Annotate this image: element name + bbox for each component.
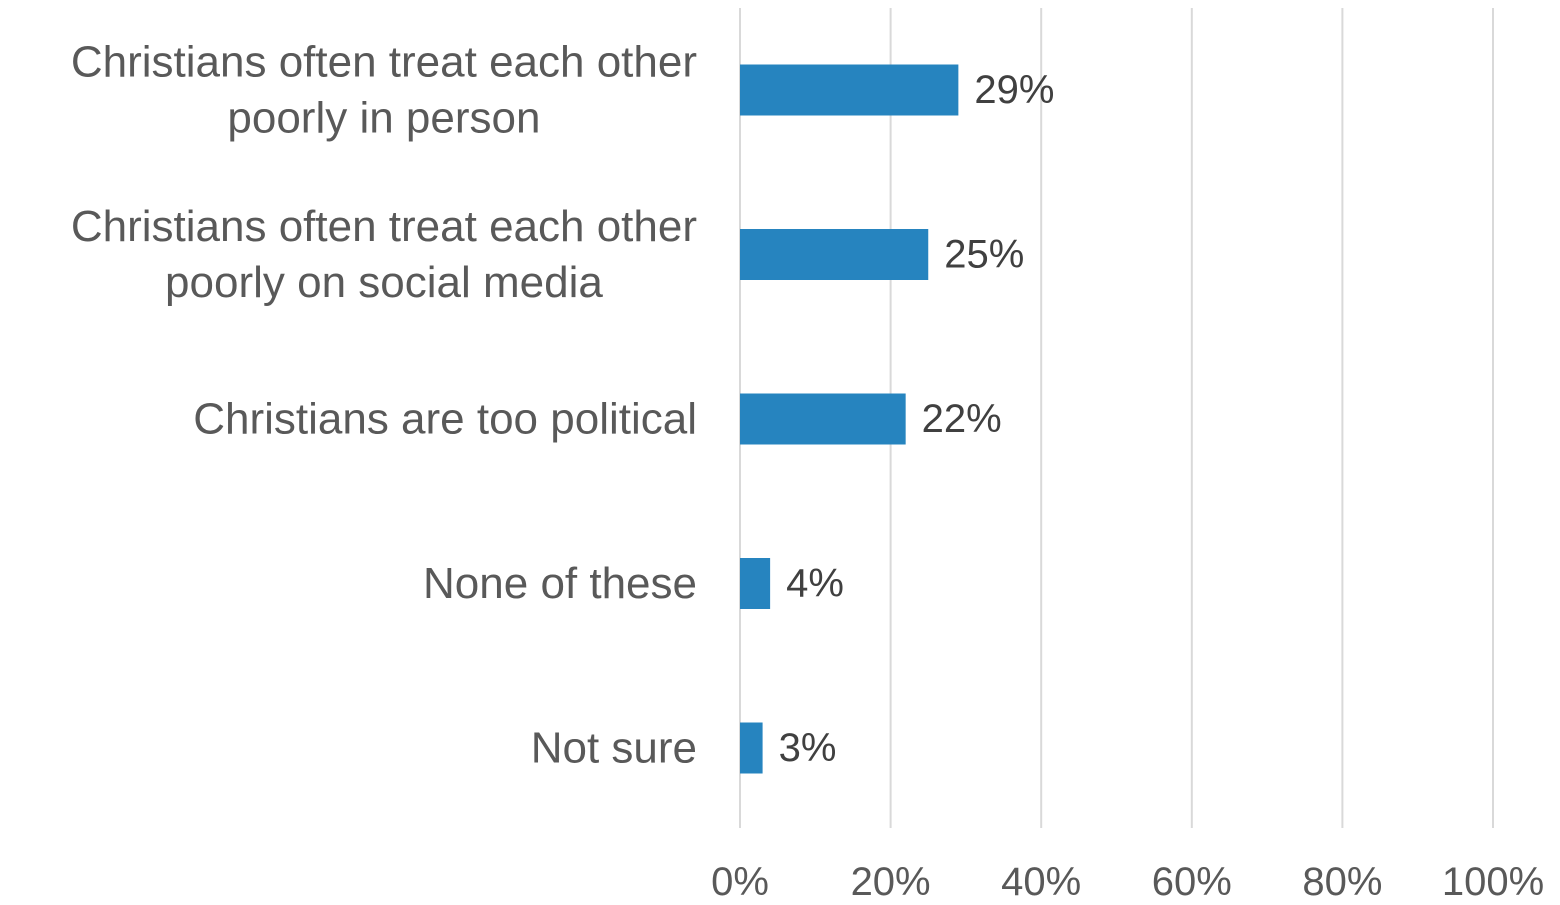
- x-tick-label: 100%: [1442, 860, 1544, 900]
- category-label-line: Not sure: [531, 724, 697, 773]
- x-tick-label: 0%: [711, 860, 769, 900]
- category-label-line: poorly on social media: [165, 258, 603, 307]
- value-label-1: 25%: [944, 233, 1024, 277]
- x-tick-label: 60%: [1152, 860, 1232, 900]
- category-label-1: Christians often treat each other poorly …: [71, 202, 697, 307]
- category-label-0: Christians often treat each other poorly …: [71, 38, 697, 143]
- value-label-3: 4%: [786, 562, 844, 606]
- bar-4: [740, 722, 763, 774]
- x-axis-tick-labels: 0% 20% 40% 60% 80% 100%: [711, 860, 1544, 904]
- value-label-4: 3%: [779, 726, 837, 770]
- value-label-2: 22%: [922, 397, 1002, 441]
- value-labels: 29% 25% 22% 4% 3%: [779, 68, 1055, 770]
- category-labels: Christians often treat each other poorly …: [71, 38, 697, 773]
- category-label-4: Not sure: [531, 724, 697, 773]
- x-tick-label: 40%: [1001, 860, 1081, 900]
- category-label-line: Christians often treat each other: [71, 202, 697, 251]
- x-tick-label: 20%: [851, 860, 931, 900]
- category-label-line: Christians are too political: [193, 395, 697, 444]
- category-label-line: Christians often treat each other: [71, 38, 697, 87]
- bar-0: [740, 64, 959, 116]
- category-label-2: Christians are too political: [193, 395, 697, 444]
- x-tick-label: 80%: [1302, 860, 1382, 900]
- value-label-0: 29%: [974, 68, 1054, 112]
- bar-3: [740, 558, 771, 609]
- category-label-line: None of these: [423, 559, 697, 608]
- bars: [740, 64, 959, 774]
- gridlines: [739, 8, 1494, 828]
- category-label-line: poorly in person: [227, 94, 540, 143]
- bar-2: [740, 393, 906, 445]
- category-label-3: None of these: [423, 559, 697, 608]
- bar-1: [740, 229, 929, 280]
